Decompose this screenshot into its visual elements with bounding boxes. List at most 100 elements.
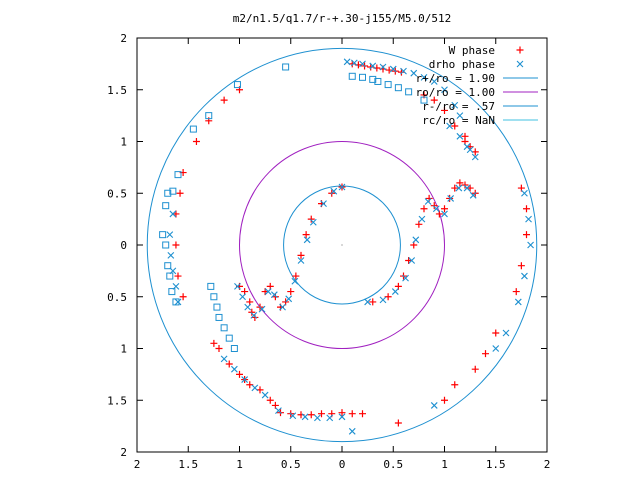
drho-phase-square-point [159, 231, 167, 239]
drho-phase-point [432, 205, 440, 213]
drho-phase-point [430, 402, 438, 409]
drho-phase-point [379, 296, 387, 304]
w-phase-point [394, 419, 402, 427]
w-phase-point [236, 370, 243, 378]
drho-phase-point [291, 277, 299, 285]
drho-phase-square-point [405, 88, 413, 96]
drho-phase-point [391, 288, 399, 295]
legend-label: r+/ro = 1.90 [416, 72, 495, 85]
drho-phase-point [521, 189, 528, 197]
drho-phase-square-point [420, 96, 428, 104]
w-phase-point [482, 350, 489, 358]
w-phase-point [446, 194, 454, 202]
w-phase-point [461, 132, 469, 140]
drho-phase-square-point [210, 293, 218, 301]
drho-phase-point [492, 345, 500, 352]
w-phase-point [241, 288, 249, 296]
drho-phase-point [234, 283, 241, 290]
drho-phase-point [441, 86, 448, 94]
drho-phase-square-point [162, 202, 170, 210]
drho-phase-point [455, 184, 463, 192]
w-phase-point [266, 282, 274, 290]
drho-phase-square-point [394, 84, 402, 92]
drho-phase-point [348, 427, 356, 435]
drho-phase-point [297, 257, 305, 264]
w-phase-point [179, 293, 187, 301]
drho-phase-point [338, 413, 346, 421]
w-phase-point [210, 339, 218, 347]
w-phase-point [420, 205, 428, 213]
w-phase-point [471, 365, 479, 373]
drho-phase-point [166, 231, 174, 239]
w-phase-point [176, 189, 184, 197]
w-phase-point [430, 96, 438, 104]
x-tick-label: 1 [441, 458, 448, 471]
legend-label: ro/ro = 1.00 [416, 86, 495, 99]
y-tick-label: 1 [120, 136, 127, 149]
drho-phase-square-point [164, 189, 172, 197]
drho-phase-point [330, 187, 338, 195]
drho-phase-square-point [282, 63, 290, 71]
drho-phase-point [270, 291, 278, 299]
w-phase-point [517, 262, 525, 270]
chart-title: m2/n1.5/q1.7/r-+.30-j155/M5.0/512 [233, 12, 452, 25]
legend-label: W phase [449, 44, 495, 57]
y-tick-label: 2 [120, 446, 127, 459]
w-phase-point [523, 231, 530, 239]
w-phase-point [287, 288, 295, 296]
drho-phase-point [412, 236, 420, 244]
w-phase-point [318, 410, 325, 418]
w-phase-point [441, 396, 448, 404]
w-phase-point [441, 106, 448, 114]
drho-phase-square-point [225, 334, 233, 342]
w-phase-point [302, 231, 310, 239]
drho-phase-point [314, 414, 321, 422]
drho-phase-point [471, 153, 479, 161]
w-phase-point [297, 251, 305, 259]
w-phase-point [369, 298, 377, 306]
x-tick-label: 2 [134, 458, 141, 471]
drho-phase-point [527, 241, 534, 249]
drho-phase-point [521, 272, 528, 280]
w-phase-point [172, 241, 180, 249]
drho-phase-square-point [164, 262, 172, 270]
drho-phase-point [275, 407, 282, 414]
drho-phase-point [174, 298, 182, 306]
drho-phase-square-point [369, 75, 377, 83]
drho-phase-point [389, 65, 397, 73]
w-phase-point [248, 308, 256, 316]
w-phase-point [523, 205, 530, 213]
drho-phase-point [359, 60, 366, 68]
legend-label: rc/ro = NaN [422, 114, 495, 127]
drho-phase-point [400, 67, 407, 75]
drho-phase-point [289, 412, 297, 420]
drho-phase-square-point [230, 345, 238, 352]
drho-phase-point [301, 413, 309, 421]
w-phase-point [430, 202, 438, 210]
w-phase-point [348, 410, 356, 418]
drho-phase-point [309, 218, 317, 226]
drho-phase-square-point [207, 282, 215, 290]
w-phase-point [456, 179, 464, 187]
center-dot [341, 244, 343, 246]
drho-phase-point [167, 251, 175, 259]
y-tick-label: 0.5 [107, 187, 127, 200]
drho-phase-square-point [205, 112, 213, 120]
drho-phase-square-point [168, 288, 176, 296]
w-phase-point [461, 181, 469, 189]
drho-phase-point [441, 210, 448, 218]
y-tick-label: 1.5 [107, 84, 127, 97]
circle-rro [146, 47, 538, 443]
drho-phase-point [326, 414, 334, 422]
drho-phase-square-point [374, 77, 382, 85]
drho-phase-point [424, 198, 432, 205]
drho-phase-square-point [213, 303, 221, 311]
legend-label: drho phase [429, 58, 495, 71]
drho-phase-square-point [348, 72, 356, 80]
y-tick-label: 0 [120, 239, 127, 252]
drho-phase-point [364, 298, 372, 306]
drho-phase-point [456, 112, 464, 120]
w-phase-point [307, 215, 315, 223]
